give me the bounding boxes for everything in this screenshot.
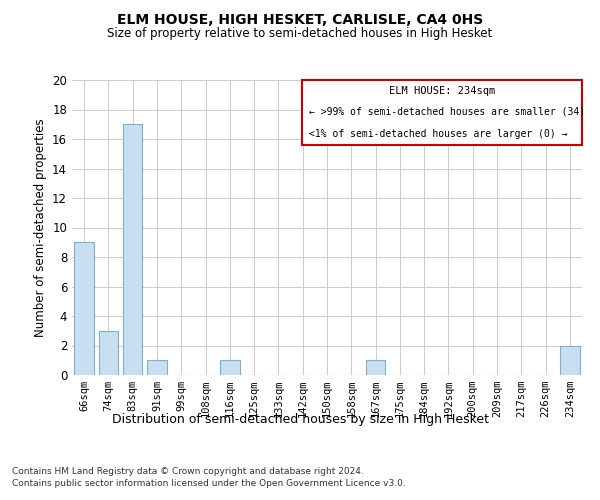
Bar — [147, 360, 167, 375]
Text: Contains public sector information licensed under the Open Government Licence v3: Contains public sector information licen… — [12, 479, 406, 488]
Text: ELM HOUSE, HIGH HESKET, CARLISLE, CA4 0HS: ELM HOUSE, HIGH HESKET, CARLISLE, CA4 0H… — [117, 12, 483, 26]
Bar — [74, 242, 94, 375]
Text: Distribution of semi-detached houses by size in High Hesket: Distribution of semi-detached houses by … — [112, 412, 488, 426]
Bar — [123, 124, 142, 375]
Text: ELM HOUSE: 234sqm: ELM HOUSE: 234sqm — [389, 86, 495, 96]
Bar — [366, 360, 385, 375]
Text: Contains HM Land Registry data © Crown copyright and database right 2024.: Contains HM Land Registry data © Crown c… — [12, 468, 364, 476]
Y-axis label: Number of semi-detached properties: Number of semi-detached properties — [34, 118, 47, 337]
FancyBboxPatch shape — [302, 80, 582, 145]
Text: Size of property relative to semi-detached houses in High Hesket: Size of property relative to semi-detach… — [107, 28, 493, 40]
Bar — [560, 346, 580, 375]
Bar — [220, 360, 239, 375]
Text: ← >99% of semi-detached houses are smaller (34): ← >99% of semi-detached houses are small… — [309, 106, 585, 117]
Text: <1% of semi-detached houses are larger (0) →: <1% of semi-detached houses are larger (… — [309, 128, 568, 138]
Bar — [99, 331, 118, 375]
